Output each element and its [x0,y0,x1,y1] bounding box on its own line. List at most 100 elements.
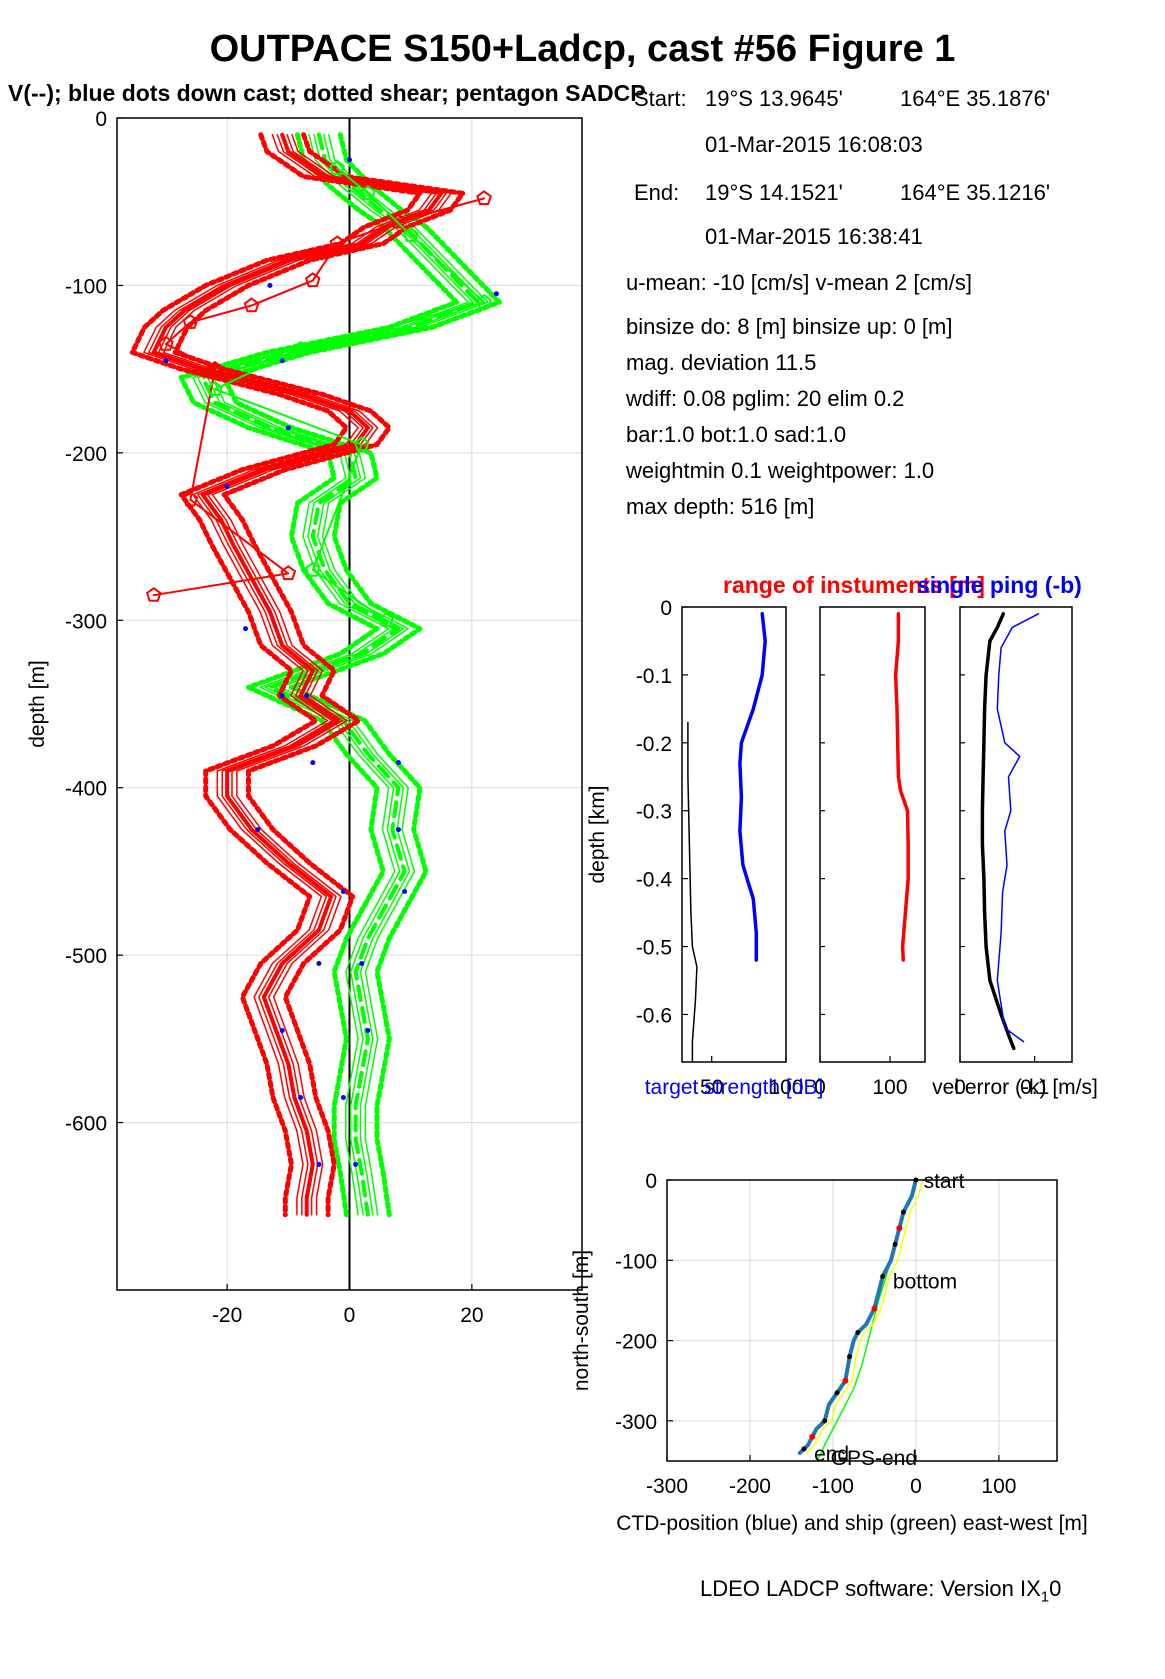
info-line: weightmin 0.1 weightpower: 1.0 [626,458,935,483]
red-profile-frame [819,606,926,1063]
sadcp-v-marker [476,293,492,309]
figure-subtitle: V(--); blue dots down cast; dotted shear… [8,80,646,106]
sadcp-v-marker [353,436,370,452]
pos-annotation: bottom [893,1270,957,1293]
profile-y-axis-label: depth [m] [26,660,49,748]
figure-title: OUTPACE S150+Ladcp, cast #56 Figure 1 [209,28,956,70]
ctd-track-line [797,1178,918,1455]
info-line: bar:1.0 bot:1.0 sad:1.0 [626,422,847,447]
ctd-marker [892,1241,898,1247]
sadcp-u-marker [280,565,297,581]
pos-y-axis-label: north-south [m] [570,1250,593,1391]
pos-y-tick-label: -300 [615,1411,657,1434]
pos-x-tick-label: -300 [646,1475,688,1498]
target-strength-y-tick-label: -0.3 [636,801,672,824]
down-cast-dot [493,291,499,297]
target-strength-y-tick-label: -0.4 [636,869,673,892]
down-cast-dot [279,693,285,699]
sadcp-v-marker [292,340,309,356]
info-line: wdiff: 0.08 pglim: 20 elim 0.2 [626,386,905,411]
sadcp-u-marker [207,360,223,376]
profile-y-tick-label: -300 [65,610,107,633]
start-time: 01-Mar-2015 16:08:03 [705,132,923,157]
sadcp-u-marker [476,190,492,205]
sadcp-u-line [152,197,486,597]
down-cast-dot [365,1027,371,1033]
pos-y-tick-label: -200 [615,1331,657,1354]
down-cast-dot [347,157,352,163]
info-line: binsize do: 8 [m] binsize up: 0 [m] [626,314,953,339]
profile-y-tick-label: 0 [95,108,107,131]
down-cast-dot [298,1094,304,1100]
v-ensemble-line [197,133,474,1216]
down-cast-dot [402,889,408,895]
red-profile-series-line [893,612,910,962]
sadcp-u-marker [145,586,162,602]
end-label: End: [634,180,680,205]
ctd-marker [834,1390,840,1396]
target-strength-x-tick-label: 50 [700,1076,723,1099]
ctd-aux-line [805,1179,924,1454]
down-cast-dot [304,693,310,699]
ctd-marker-red [842,1377,849,1384]
pos-x-tick-label: -200 [729,1475,771,1498]
target-strength-x-tick-label: 100 [768,1076,803,1099]
pos-x-tick-label: -100 [812,1475,854,1498]
start-longitude: 164°E 35.1876' [900,86,1051,111]
pos-x-tick-label: 100 [981,1475,1016,1498]
sadcp-v-marker [207,380,223,396]
end-longitude: 164°E 35.1216' [900,180,1051,205]
down-cast-dot [353,1161,359,1167]
profile-x-tick-label: 0 [344,1304,356,1327]
vel-error-x-tick-label: 0.1 [1020,1076,1049,1099]
pos-frame [666,1179,1058,1462]
software-text: LDEO LADCP software: Version IX [700,1576,1041,1601]
down-cast-dot [316,1161,322,1167]
v-ensemble-line [192,133,469,1216]
software-sub: 1 [1040,1588,1050,1606]
target-strength-y-tick-label: 0 [660,597,672,620]
ctd-marker [801,1446,807,1452]
ctd-marker [880,1273,886,1279]
ctd-marker [847,1354,853,1360]
v-shear-envelope-line [178,132,460,1218]
v-shear-envelope-line [221,132,502,1218]
sadcp-v-marker [402,226,419,242]
down-cast-dot [255,827,261,833]
red-profile-x-tick-label: 100 [872,1076,907,1099]
target-strength-y-tick-label: -0.2 [636,733,672,756]
down-cast-dot [279,358,285,364]
down-cast-dot [267,282,273,288]
target-strength-series-line [687,721,698,1063]
start-label: Start: [634,86,687,111]
profile-y-tick-label: -100 [65,275,107,298]
profile-y-tick-label: -500 [65,945,107,968]
sadcp-u-marker [329,235,346,251]
down-cast-dot [242,626,248,632]
down-cast-dot [316,961,322,967]
target-strength-y-tick-label: -0.1 [636,665,672,688]
down-cast-dot [224,483,230,489]
vel-error-series-line [996,613,1040,1043]
vel-error-frame [959,606,1073,1063]
profile-y-tick-label: -400 [65,778,107,801]
sadcp-u-marker [158,335,174,351]
ts-y-axis-label: depth [km] [586,785,609,883]
sadcp-v-marker [329,159,346,175]
u-ensemble-line [143,133,433,1216]
down-cast-dot [163,358,169,364]
v-ensemble-line [206,133,484,1216]
down-cast-dot [395,760,401,766]
u-shear-envelope-line [172,132,466,1218]
vel-error-x-tick-label: 0 [954,1076,966,1099]
target-strength-series-line [738,612,767,962]
down-cast-dot [359,961,365,967]
software-tail: 0 [1049,1576,1062,1601]
down-cast-dot [340,1094,346,1100]
target-strength-y-tick-label: -0.5 [636,937,672,960]
v-ensemble-line [211,133,489,1216]
target-strength-y-tick-label: -0.6 [636,1004,672,1027]
info-line: mag. deviation 11.5 [626,350,817,375]
sadcp-v-marker [304,561,321,577]
software-credit: LDEO LADCP software: Version IX10 [700,1576,1061,1605]
